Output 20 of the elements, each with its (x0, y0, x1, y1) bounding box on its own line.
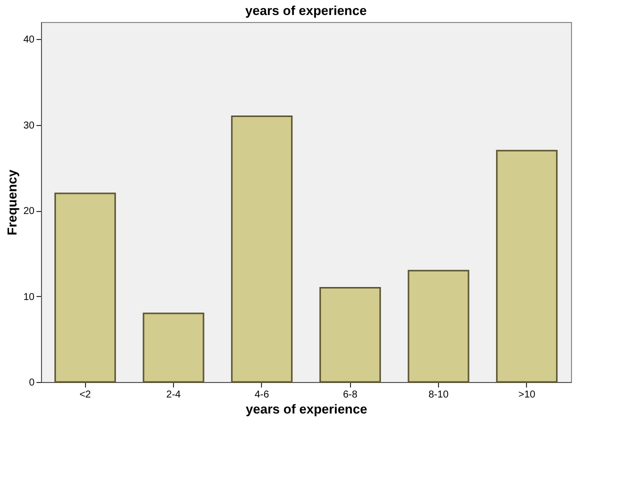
x-axis-title: years of experience (246, 402, 368, 416)
bar (408, 270, 470, 383)
x-tick-label: 8-10 (428, 390, 449, 400)
y-tick-label: 30 (23, 120, 35, 132)
bar (231, 116, 293, 383)
y-tick-label: 20 (23, 206, 35, 218)
bar (142, 312, 204, 383)
x-tick-label: 2-4 (166, 390, 182, 400)
y-tick-label: 40 (23, 34, 35, 46)
bar (319, 286, 381, 383)
x-tick-label: 4-6 (254, 390, 270, 400)
chart-title: years of experience (245, 3, 367, 18)
y-tick-label: 0 (28, 378, 35, 388)
y-tick-label: 10 (23, 292, 35, 303)
bar (496, 150, 558, 383)
y-axis-title: Frequency (4, 168, 20, 236)
x-tick-label: >10 (518, 390, 536, 400)
x-tick-label: 6-8 (342, 390, 358, 400)
bar (54, 192, 116, 383)
x-tick-label: <2 (79, 390, 92, 400)
